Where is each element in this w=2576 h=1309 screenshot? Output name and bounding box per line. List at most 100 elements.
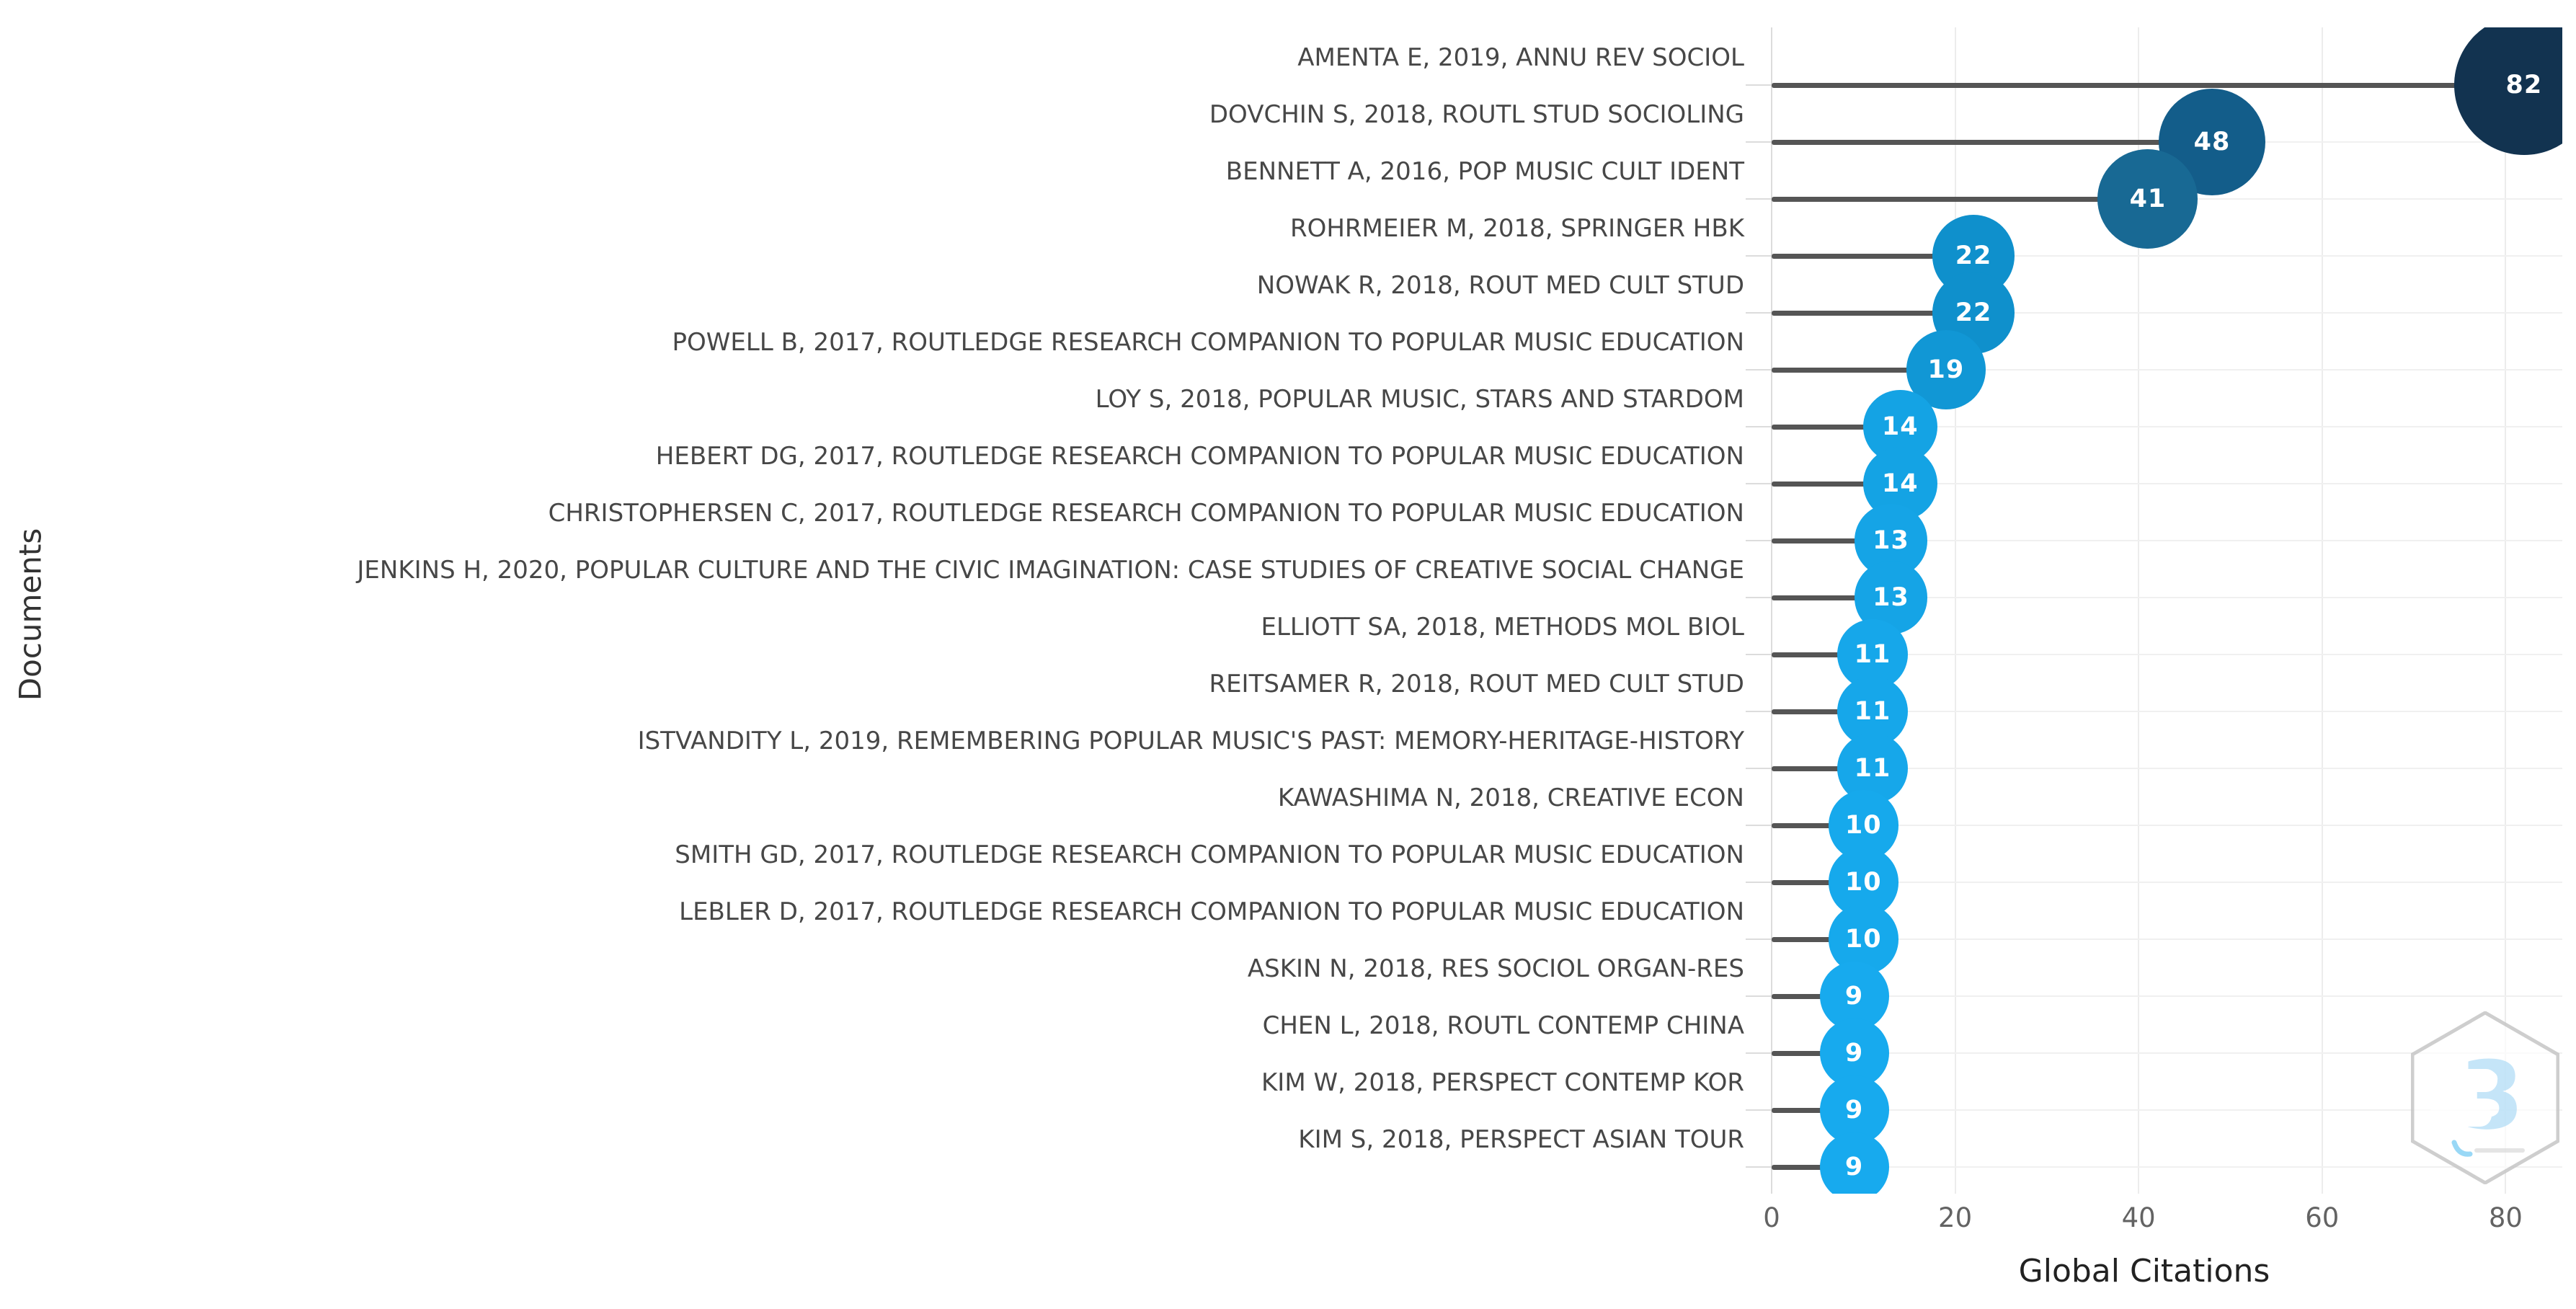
citation-bubble[interactable]: 9	[1819, 1132, 1889, 1194]
lollipop-stem	[1772, 196, 2148, 202]
label-leader-line	[1746, 426, 1772, 427]
x-axis-title: Global Citations	[2018, 1253, 2270, 1290]
lollipop-stem	[1772, 1107, 1855, 1113]
label-leader-line	[1746, 141, 1772, 143]
watermark-micro-text	[2474, 1148, 2525, 1153]
lollipop-stem	[1772, 879, 1864, 885]
citation-count: 82	[2505, 71, 2543, 99]
document-label: SMITH GD, 2017, ROUTLEDGE RESEARCH COMPA…	[675, 840, 1744, 869]
label-leader-line	[1746, 711, 1772, 712]
gridline-horizontal	[1772, 483, 2562, 484]
label-leader-line	[1746, 654, 1772, 655]
gridline-vertical	[2138, 27, 2140, 1194]
label-leader-line	[1746, 198, 1772, 200]
document-label: LEBLER D, 2017, ROUTLEDGE RESEARCH COMPA…	[679, 897, 1744, 926]
watermark-bar-top	[2435, 1069, 2497, 1092]
document-label: NOWAK R, 2018, ROUT MED CULT STUD	[1256, 271, 1744, 300]
gridline-horizontal	[1772, 540, 2562, 541]
lollipop-stem	[1772, 1164, 1855, 1170]
gridline-horizontal	[1772, 768, 2562, 769]
label-leader-line	[1746, 768, 1772, 769]
lollipop-stem	[1772, 139, 2213, 145]
document-label: KIM S, 2018, PERSPECT ASIAN TOUR	[1298, 1125, 1744, 1154]
x-tick-label: 40	[2121, 1202, 2156, 1233]
lollipop-stem	[1772, 993, 1855, 999]
lollipop-stem	[1772, 481, 1901, 487]
gridline-horizontal	[1772, 882, 2562, 883]
citation-count: 41	[2129, 184, 2167, 213]
label-leader-line	[1746, 1166, 1772, 1168]
watermark-swoosh	[2451, 1140, 2473, 1157]
citation-bubble[interactable]: 11	[1836, 618, 1909, 691]
x-tick-label: 0	[1763, 1202, 1780, 1233]
watermark-3-glyph: 3	[2459, 1041, 2524, 1150]
gridline-horizontal	[1772, 711, 2562, 712]
citation-count: 10	[1844, 924, 1882, 954]
label-leader-line	[1746, 825, 1772, 826]
lollipop-stem	[1772, 253, 1974, 259]
gridline-horizontal	[1772, 1052, 2562, 1054]
document-label: DOVCHIN S, 2018, ROUTL STUD SOCIOLING	[1209, 100, 1744, 129]
watermark-hexagon	[2411, 1011, 2559, 1184]
document-label: ISTVANDITY L, 2019, REMEMBERING POPULAR …	[637, 727, 1744, 755]
label-leader-line	[1746, 1052, 1772, 1054]
y-axis-line	[1771, 27, 1772, 1194]
document-label: AMENTA E, 2019, ANNU REV SOCIOL	[1297, 43, 1744, 72]
document-label: KIM W, 2018, PERSPECT CONTEMP KOR	[1261, 1068, 1744, 1097]
citation-count: 9	[1844, 1152, 1864, 1181]
lollipop-stem	[1772, 538, 1891, 543]
citation-count: 22	[1955, 241, 1992, 270]
x-tick-label: 80	[2488, 1202, 2523, 1233]
gridline-horizontal	[1772, 426, 2562, 427]
citation-count: 11	[1854, 639, 1891, 669]
citation-bubble[interactable]: 11	[1836, 675, 1909, 747]
label-leader-line	[1746, 882, 1772, 883]
gridline-horizontal	[1772, 597, 2562, 598]
document-label: REITSAMER R, 2018, ROUT MED CULT STUD	[1209, 670, 1744, 698]
lollipop-stem	[1772, 766, 1873, 771]
document-label: KAWASHIMA N, 2018, CREATIVE ECON	[1277, 784, 1744, 812]
label-leader-line	[1746, 540, 1772, 541]
citation-count: 9	[1844, 1038, 1864, 1068]
gridline-horizontal	[1772, 995, 2562, 997]
lollipop-stem	[1772, 709, 1873, 714]
citation-count: 9	[1844, 981, 1864, 1011]
document-label: JENKINS H, 2020, POPULAR CULTURE AND THE…	[357, 556, 1744, 585]
citation-count: 22	[1955, 298, 1992, 327]
lollipop-stem	[1772, 822, 1864, 828]
label-leader-line	[1746, 369, 1772, 370]
gridline-horizontal	[1772, 255, 2562, 257]
citation-bubble[interactable]: 41	[2097, 148, 2198, 249]
citation-bubble[interactable]: 82	[2453, 27, 2562, 155]
label-leader-line	[1746, 939, 1772, 940]
lollipop-stem	[1772, 595, 1891, 600]
citation-count: 10	[1844, 810, 1882, 840]
document-label: POWELL B, 2017, ROUTLEDGE RESEARCH COMPA…	[672, 328, 1744, 357]
label-leader-line	[1746, 255, 1772, 257]
label-leader-line	[1746, 483, 1772, 484]
lollipop-stem	[1772, 82, 2524, 88]
document-label: CHRISTOPHERSEN C, 2017, ROUTLEDGE RESEAR…	[548, 499, 1744, 528]
document-label: LOY S, 2018, POPULAR MUSIC, STARS AND ST…	[1095, 385, 1744, 414]
document-label: ASKIN N, 2018, RES SOCIOL ORGAN-RES	[1247, 954, 1744, 983]
document-label: BENNETT A, 2016, POP MUSIC CULT IDENT	[1225, 157, 1744, 186]
gridline-vertical	[2505, 27, 2507, 1194]
x-tick-label: 20	[1938, 1202, 1973, 1233]
citation-bubble[interactable]: 14	[1862, 389, 1937, 464]
label-leader-line	[1746, 597, 1772, 598]
gridline-horizontal	[1772, 312, 2562, 314]
lollipop-stem	[1772, 367, 1946, 373]
label-leader-line	[1746, 84, 1772, 86]
watermark-bar-bottom	[2430, 1104, 2492, 1127]
citation-count: 10	[1844, 867, 1882, 897]
lollipop-stem	[1772, 424, 1901, 430]
lollipop-stem	[1772, 936, 1864, 942]
x-tick-label: 60	[2305, 1202, 2340, 1233]
gridline-horizontal	[1772, 1166, 2562, 1168]
citation-bubble[interactable]: 48	[2158, 88, 2266, 196]
citation-count: 48	[2193, 127, 2231, 156]
lollipop-stem	[1772, 652, 1873, 657]
citation-count: 19	[1927, 355, 1965, 384]
citation-count: 9	[1844, 1095, 1864, 1124]
